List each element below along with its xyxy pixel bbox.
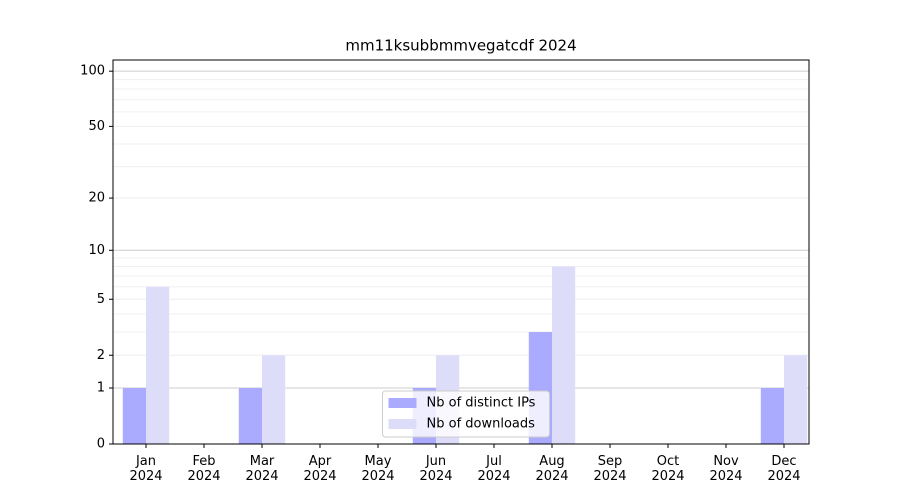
bar: [784, 355, 808, 444]
legend: Nb of distinct IPs Nb of downloads: [382, 390, 550, 438]
x-tick-label: Nov 2024: [709, 454, 742, 484]
y-tick-label: 10: [88, 243, 105, 258]
legend-swatch: [388, 419, 417, 429]
x-tick-label: Jan 2024: [129, 454, 162, 484]
x-tick-label: Jul 2024: [477, 454, 510, 484]
legend-box: [382, 390, 550, 438]
legend-label: Nb of downloads: [427, 417, 536, 432]
y-tick-label: 20: [88, 191, 105, 206]
legend-label: Nb of distinct IPs: [427, 396, 536, 411]
y-tick-label: 2: [97, 348, 105, 363]
x-tick-label: Sep 2024: [593, 454, 626, 484]
bar: [552, 266, 576, 444]
legend-swatch: [388, 398, 417, 408]
x-tick-label: May 2024: [361, 454, 394, 484]
y-tick-label: 0: [97, 437, 105, 452]
x-tick-label: Apr 2024: [303, 454, 336, 484]
x-tick-label: Aug 2024: [535, 454, 568, 484]
bar: [262, 355, 286, 444]
y-tick-label: 5: [97, 292, 105, 307]
y-tick-label: 100: [80, 64, 105, 79]
chart-title: mm11ksubbmmvegatcdf 2024: [345, 37, 576, 55]
y-tick-label: 1: [97, 381, 105, 396]
x-tick-label: Mar 2024: [245, 454, 278, 484]
x-tick-label: Dec 2024: [767, 454, 800, 484]
y-tick-label: 50: [88, 119, 105, 134]
bar: [760, 388, 784, 444]
x-tick-label: Oct 2024: [651, 454, 684, 484]
plot-frame: [112, 59, 810, 445]
bar: [146, 286, 170, 444]
x-tick-label: Feb 2024: [187, 454, 220, 484]
bar: [122, 388, 146, 444]
bar: [238, 388, 262, 444]
x-tick-label: Jun 2024: [419, 454, 452, 484]
